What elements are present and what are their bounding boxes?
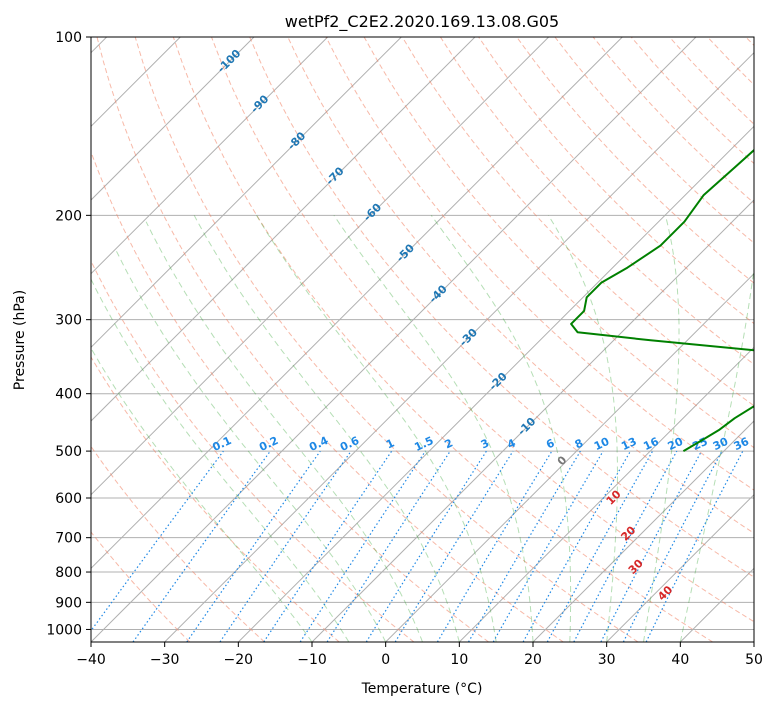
x-tick-label: −30: [150, 652, 180, 668]
plot-frame: [90, 36, 755, 643]
x-tick-label: −20: [224, 652, 254, 668]
mixing-ratio-line: [299, 450, 426, 642]
dry-adiabat-line: [211, 37, 754, 623]
dry-adiabat-line: [172, 37, 713, 642]
x-tick-label: −40: [76, 652, 106, 668]
mixing-ratio-line: [573, 450, 678, 642]
mixing-ratio-line: [645, 450, 744, 642]
y-tick-label: 400: [55, 387, 82, 403]
y-tick-label: 300: [55, 313, 82, 329]
mixing-ratio-label: 13: [619, 435, 638, 453]
mixing-ratio-line: [219, 450, 352, 642]
x-tick-label: 30: [598, 652, 616, 668]
isotherm-line: [91, 37, 550, 496]
moist-adiabat-line: [430, 215, 572, 642]
dry-adiabat-line: [325, 37, 754, 491]
x-tick-label: 50: [745, 652, 763, 668]
isotherm-line: [385, 272, 754, 642]
x-tick-label: 10: [450, 652, 468, 668]
mixing-ratio-line: [91, 450, 224, 632]
mixing-ratio-line: [263, 450, 393, 642]
dry-adiabat-line: [134, 37, 639, 642]
dry-adiabat-line: [91, 445, 265, 642]
isotherm-line: [458, 346, 754, 642]
plot-area: [91, 37, 754, 642]
mixing-ratio-line: [132, 450, 271, 642]
y-tick-label: 700: [55, 531, 82, 547]
dry-adiabat-line: [91, 356, 340, 642]
y-tick-label: 600: [55, 491, 82, 507]
isotherm-line: [91, 37, 329, 275]
mixing-ratio-line: [394, 450, 514, 642]
mixing-ratio-label: 30: [711, 435, 731, 453]
y-tick-label: 500: [55, 444, 82, 460]
dry-adiabat-line: [516, 37, 754, 284]
isotherm-line: [91, 37, 402, 349]
mixing-ratio-label: 20: [666, 435, 686, 453]
x-axis-title: Temperature (°C): [361, 681, 483, 697]
dewpoint-profile-line: [570, 148, 754, 452]
dry-adiabat-line: [91, 531, 191, 642]
isotherm-line: [91, 37, 255, 201]
y-axis-title: Pressure (hPa): [12, 290, 28, 390]
moist-adiabat-line: [193, 215, 460, 642]
isotherm-line: [164, 51, 754, 642]
mixing-ratio-label: 10: [592, 435, 612, 453]
moist-adiabat-line: [145, 221, 423, 642]
mixing-ratio-label: 16: [641, 435, 661, 453]
dry-adiabat-line: [401, 37, 754, 407]
mixing-ratio-line: [326, 450, 451, 642]
isotherm-line: [91, 37, 476, 422]
x-tick-label: −10: [297, 652, 327, 668]
x-tick-label: 20: [524, 652, 542, 668]
chart-title: wetPf2_C2E2.2020.169.13.08.G05: [285, 12, 559, 32]
dry-adiabat-line: [439, 37, 754, 366]
dry-adiabat-line: [96, 37, 564, 642]
isotherm-line: [91, 37, 623, 570]
y-tick-label: 100: [55, 30, 82, 46]
x-tick-label: 0: [381, 652, 390, 668]
dry-adiabat-line: [91, 150, 489, 642]
y-tick-label: 1000: [46, 622, 82, 638]
dry-adiabat-line: [249, 37, 754, 578]
y-tick-label: 800: [55, 565, 82, 581]
moist-adiabat-line: [116, 251, 387, 642]
mixing-ratio-line: [546, 450, 654, 642]
moist-adiabat-line: [333, 215, 534, 642]
y-tick-label: 900: [55, 595, 82, 611]
isotherm-line: [532, 420, 754, 642]
moist-adiabat-line: [91, 278, 350, 642]
dry-adiabat-line: [91, 259, 415, 642]
isotherm-line: [237, 125, 754, 642]
x-tick-label: 40: [671, 652, 689, 668]
y-tick-label: 200: [55, 208, 82, 224]
moist-adiabat-line: [679, 264, 754, 642]
isotherm-line: [606, 493, 754, 642]
mixing-ratio-line: [186, 450, 321, 642]
mixing-ratio-label: 36: [732, 435, 752, 453]
isotherm-line: [91, 37, 697, 642]
moist-adiabat-line: [643, 215, 680, 642]
moist-adiabat-line: [547, 215, 618, 642]
mixing-ratio-line: [522, 450, 632, 642]
